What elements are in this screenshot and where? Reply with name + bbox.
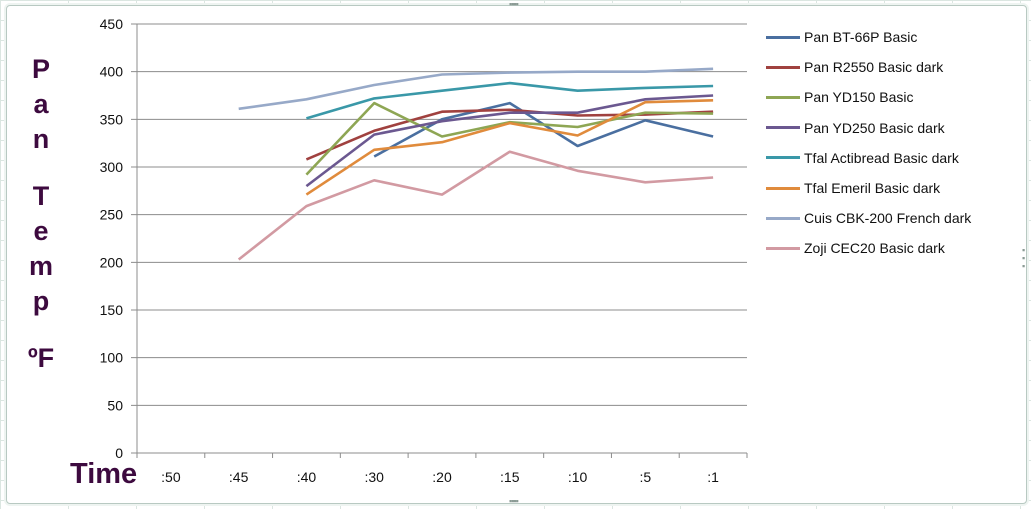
legend-item[interactable]: Tfal Emeril Basic dark [766,173,1006,203]
x-tick-label: :15 [500,469,520,485]
y-title-letter: P [31,54,50,84]
y-title-letter: e [33,216,49,246]
x-tick-label: :30 [364,469,384,485]
series-line[interactable] [306,81,714,120]
y-tick-label: 300 [100,159,124,175]
legend-label: Pan R2550 Basic dark [804,59,944,76]
resize-handle-right[interactable]: ▪ ▪ ▪ [1022,245,1025,271]
legend-label: Tfal Actibread Basic dark [804,149,959,166]
y-title-letter: n [32,124,50,154]
x-tick-label: :50 [161,469,181,485]
legend-item[interactable]: Pan YD150 Basic [766,82,1006,112]
legend-swatch-icon [766,65,800,69]
y-tick-label: 50 [107,397,123,413]
legend-item[interactable]: Cuis CBK-200 French dark [766,203,1006,233]
legend-swatch-icon [766,186,800,190]
legend-swatch-icon [766,156,800,160]
y-title-letter: T [32,181,50,211]
legend-item[interactable]: Pan YD250 Basic dark [766,113,1006,143]
legend-item[interactable]: Tfal Actibread Basic dark [766,143,1006,173]
y-tick-label: 400 [100,64,124,80]
legend-item[interactable]: Pan BT-66P Basic [766,22,1006,52]
x-axis-title: Time [70,458,138,490]
resize-handle-bottom[interactable]: ▪▪▪▪ [509,496,519,506]
legend-swatch-icon [766,216,800,220]
legend-label: Cuis CBK-200 French dark [804,210,972,227]
series-line[interactable] [237,150,714,261]
legend-swatch-icon [766,35,800,39]
x-tick-label: :1 [707,469,719,485]
legend-label: Pan YD150 Basic [804,89,914,106]
y-tick-label: 450 [100,16,124,32]
y-tick-label: 200 [100,254,124,270]
x-tick-label: :45 [229,469,249,485]
legend-swatch-icon [766,126,800,130]
y-tick-label: 250 [100,207,124,223]
resize-handle-top[interactable]: ▪▪▪▪ [509,0,519,9]
series-line[interactable] [238,67,714,111]
y-title-letter: ºF [27,343,55,373]
legend-swatch-icon [766,246,800,250]
y-tick-label: 100 [100,350,124,366]
y-tick-label: 150 [100,302,124,318]
y-tick-label: 350 [100,111,124,127]
chart-frame[interactable]: ▪▪▪▪ ▪▪▪▪ ▪ ▪ ▪ [6,0,1027,506]
series-line[interactable] [305,99,714,196]
legend-label: Zoji CEC20 Basic dark [804,240,945,257]
legend-item[interactable]: Pan R2550 Basic dark [766,52,1006,82]
chart-legend[interactable]: Pan BT-66P Basic Pan R2550 Basic dark Pan … [766,22,1006,264]
legend-item[interactable]: Zoji CEC20 Basic dark [766,233,1006,263]
x-tick-label: :40 [297,469,317,485]
x-tick-label: :10 [568,469,588,485]
y-title-letter: m [28,251,53,281]
legend-label: Pan BT-66P Basic [804,29,918,46]
legend-label: Tfal Emeril Basic dark [804,180,941,197]
legend-swatch-icon [766,95,800,99]
x-tick-label: :20 [432,469,452,485]
y-tick-label: 0 [115,445,123,461]
legend-label: Pan YD250 Basic dark [804,119,945,136]
y-axis-title: P a n T e m p ºF [20,52,62,376]
data-series [237,67,714,261]
x-tick-label: :5 [639,469,651,485]
gridlines [131,23,747,458]
x-axis-ticks: :50 :45 :40 :30 :20 :15 :10 :5 :1 [136,453,748,485]
series-line[interactable] [305,108,714,161]
series-line[interactable] [305,94,714,188]
y-title-letter: a [33,89,49,119]
y-title-letter: p [32,286,50,316]
y-axis-ticks: 0 50 100 150 200 250 300 350 400 450 [100,16,124,461]
